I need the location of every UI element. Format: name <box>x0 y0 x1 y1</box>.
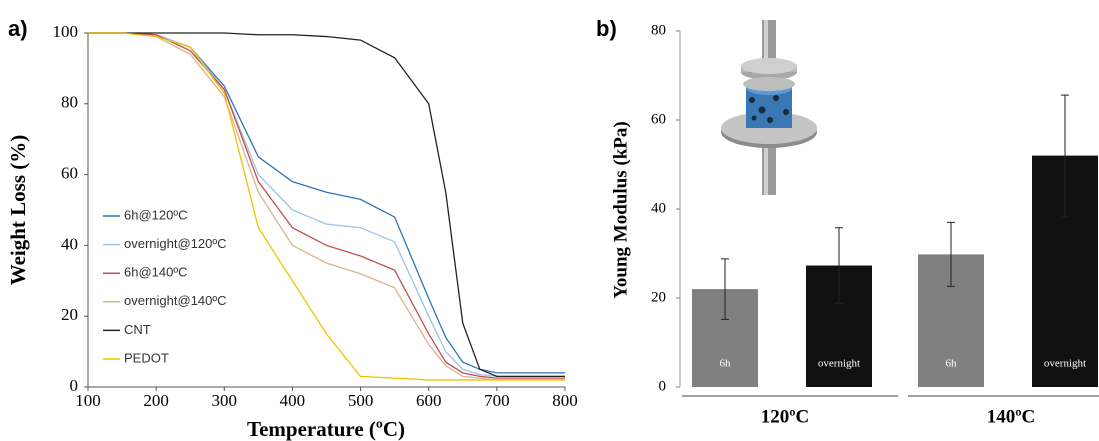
data-line <box>88 32 565 379</box>
x-tick-label: 500 <box>348 391 374 410</box>
error-bar <box>835 227 843 304</box>
data-line <box>88 32 565 381</box>
y-tick-label: 60 <box>651 111 666 127</box>
x-tick-label: 600 <box>416 391 442 410</box>
group-label: 120ºC <box>761 406 810 427</box>
data-line <box>88 32 565 378</box>
data-line <box>88 32 565 374</box>
y-tick-label: 40 <box>651 200 666 216</box>
y-axis-title: Young Modulus (kPa) <box>610 121 631 298</box>
x-axis-title: Temperature (ºC) <box>247 417 405 441</box>
error-bar <box>721 258 729 320</box>
group-label: 140ºC <box>987 406 1036 427</box>
y-tick-label: 80 <box>651 22 666 38</box>
legend-label: 6h@120ºC <box>124 207 187 222</box>
y-tick-label: 0 <box>659 378 667 394</box>
x-tick-label: 400 <box>280 391 306 410</box>
panel-label: b) <box>596 16 617 41</box>
error-bar <box>1061 94 1069 217</box>
data-line <box>88 32 565 378</box>
bar-category-label: 6h <box>720 358 732 370</box>
inset-illustration <box>721 20 817 195</box>
x-tick-label: 700 <box>484 391 510 410</box>
bar-category-label: overnight <box>1044 358 1086 370</box>
y-axis-title: Weight Loss (%) <box>6 135 30 286</box>
legend-label: PEDOT <box>124 350 169 365</box>
bar-category-label: overnight <box>818 358 860 370</box>
data-line <box>88 32 565 381</box>
x-tick-label: 300 <box>212 391 238 410</box>
y-tick-label: 20 <box>61 305 78 324</box>
legend-label: CNT <box>124 322 151 337</box>
x-tick-label: 800 <box>552 391 578 410</box>
y-tick-label: 0 <box>70 376 79 395</box>
bar-category-label: 6h <box>946 358 958 370</box>
error-bar <box>947 221 955 287</box>
panel-label: a) <box>8 16 28 41</box>
y-tick-label: 60 <box>61 164 78 183</box>
x-tick-label: 200 <box>143 391 169 410</box>
legend-label: overnight@120ºC <box>124 236 227 251</box>
legend-label: overnight@140ºC <box>124 293 227 308</box>
x-tick-label: 100 <box>75 391 101 410</box>
y-tick-label: 80 <box>61 93 78 112</box>
legend-label: 6h@140ºC <box>124 265 187 280</box>
y-tick-label: 100 <box>53 22 79 41</box>
y-tick-label: 20 <box>651 289 666 305</box>
y-tick-label: 40 <box>61 234 78 253</box>
